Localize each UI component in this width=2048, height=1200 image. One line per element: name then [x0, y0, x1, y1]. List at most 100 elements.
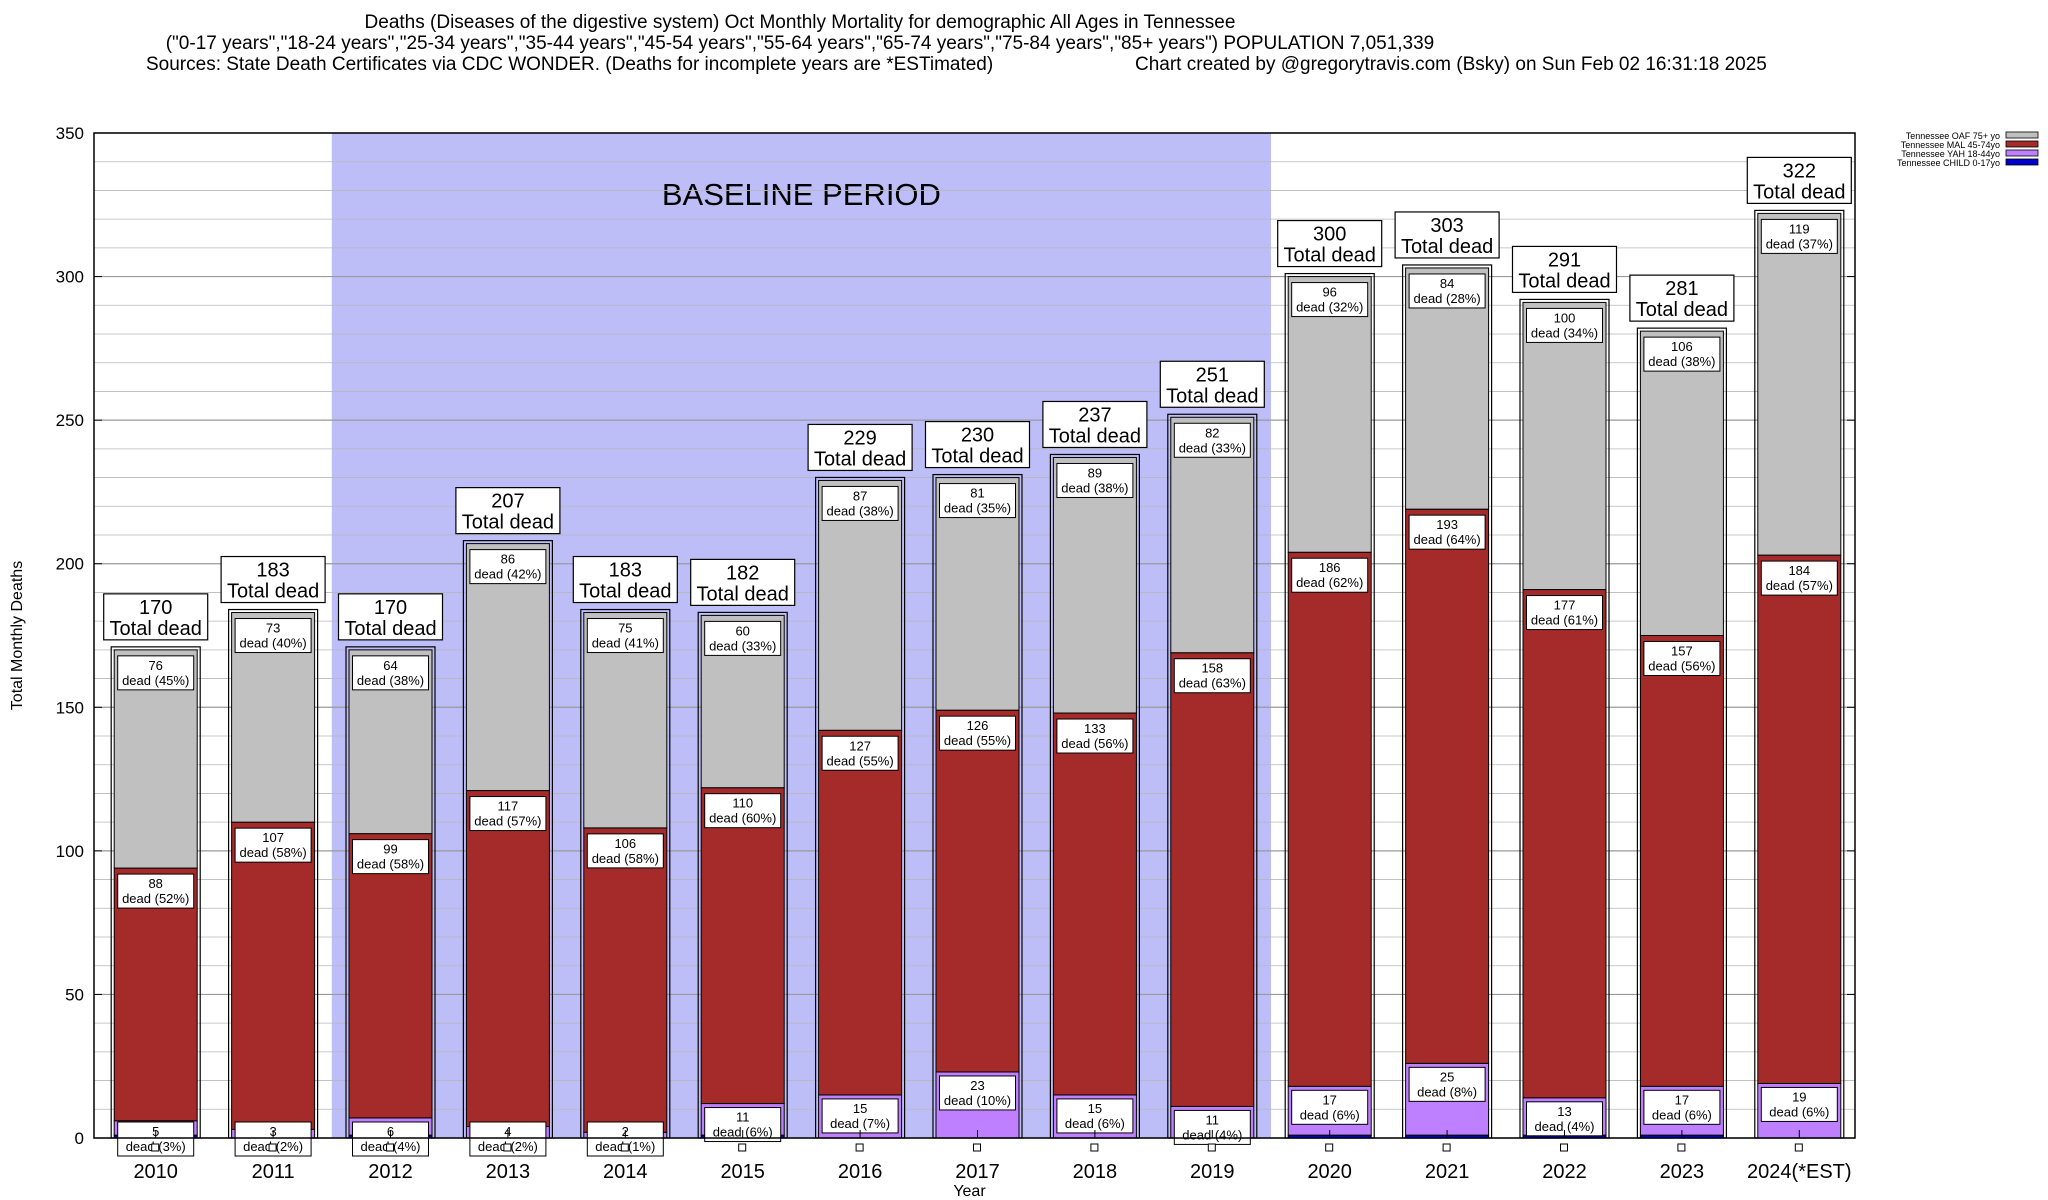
child-marker [620, 1143, 629, 1152]
total-label-box [1511, 245, 1618, 294]
title-line-3: Sources: State Death Certificates via CD… [146, 54, 994, 75]
segment-label-box [234, 618, 312, 654]
segment-value-label: 13 [1557, 1104, 1571, 1119]
bar-segment-oaf [1522, 301, 1607, 591]
segment-pct-label: dead (33%) [1179, 440, 1246, 455]
segment-pct-label: dead (8%) [1417, 1084, 1477, 1099]
segment-label-box [1408, 1066, 1486, 1102]
segment-label-box [1643, 336, 1721, 372]
segment-label-box [1526, 595, 1603, 631]
segment-value-label: 76 [148, 658, 162, 673]
x-tick-label: 2022 [1542, 1161, 1587, 1183]
segment-pct-label: dead (62%) [1296, 575, 1363, 590]
y-tick-label: 200 [56, 555, 84, 574]
segment-pct-label: dead (57%) [474, 814, 541, 829]
total-suffix-label: Total dead [227, 581, 319, 603]
legend-swatch-oaf [2005, 131, 2039, 139]
bar-segment-mal [700, 787, 785, 1105]
legend-swatch-child [2005, 158, 2039, 166]
total-suffix-label: Total dead [697, 583, 789, 605]
legend-swatch-yah [2005, 149, 2039, 157]
segment-pct-label: dead (6%) [1300, 1107, 1360, 1122]
bar-segment-oaf [1287, 276, 1372, 553]
child-marker [503, 1143, 512, 1152]
total-value-label: 230 [961, 425, 994, 447]
x-tick-label: 2024(*EST) [1747, 1161, 1852, 1183]
segment-label-box [1643, 1089, 1721, 1125]
segment-value-label: 158 [1201, 661, 1223, 676]
total-suffix-label: Total dead [931, 446, 1023, 468]
bar-segment-mal [935, 709, 1020, 1073]
total-suffix-label: Total dead [579, 581, 671, 603]
x-tick-label: 2014 [603, 1161, 648, 1183]
segment-label-box [586, 833, 664, 869]
total-suffix-label: Total dead [462, 512, 554, 534]
bar-segment-oaf [1757, 212, 1842, 556]
segment-value-label: 100 [1554, 310, 1576, 325]
x-tick-label: 2023 [1660, 1161, 1705, 1183]
segment-label-box [352, 655, 429, 691]
segment-value-label: 157 [1671, 644, 1693, 659]
segment-value-label: 25 [1440, 1069, 1454, 1084]
bar-segment-mal [1405, 508, 1490, 1064]
legend-label-oaf: Tennessee OAF 75+ yo [1906, 131, 2000, 141]
segment-value-label: 84 [1440, 276, 1454, 291]
segment-pct-label: dead (38%) [1648, 354, 1715, 369]
legend-swatch-mal [2005, 140, 2039, 148]
child-marker [1560, 1143, 1568, 1152]
total-label-box [1159, 360, 1265, 408]
y-tick-label: 150 [56, 698, 84, 717]
segment-value-label: 177 [1554, 598, 1576, 613]
child-marker [1090, 1143, 1099, 1152]
total-label-box [103, 593, 209, 641]
segment-label-box [939, 1075, 1016, 1111]
segment-value-label: 106 [1671, 339, 1693, 354]
total-value-label: 229 [843, 427, 876, 449]
bar-segment-oaf [465, 543, 550, 792]
segment-pct-label: dead (58%) [357, 857, 424, 872]
total-value-label: 291 [1548, 249, 1581, 271]
segment-pct-label: dead (64%) [1413, 532, 1480, 547]
x-tick-label: 2012 [368, 1161, 413, 1183]
segment-pct-label: dead (56%) [1061, 736, 1128, 751]
segment-pct-label: dead (55%) [826, 753, 893, 768]
bar-segment-mal [348, 833, 433, 1119]
bar-segment-mal [231, 821, 316, 1130]
total-value-label: 237 [1078, 404, 1111, 426]
y-tick-label: 50 [65, 985, 84, 1004]
segment-value-label: 96 [1322, 285, 1336, 300]
segment-value-label: 88 [148, 876, 162, 891]
segment-label-box [821, 735, 899, 771]
segment-value-label: 87 [853, 488, 867, 503]
segment-pct-label: dead (60%) [709, 811, 776, 826]
segment-label-box [1056, 718, 1134, 754]
segment-pct-label: dead (56%) [1648, 659, 1715, 674]
legend-label-mal: Tennessee MAL 45-74yo [1901, 140, 2000, 150]
y-tick-label: 100 [56, 842, 84, 861]
child-marker [268, 1143, 277, 1152]
segment-pct-label: dead (57%) [1766, 578, 1833, 593]
total-label-box [220, 555, 326, 604]
child-marker [973, 1143, 981, 1152]
segment-label-box [939, 715, 1016, 751]
bar-segment-mal [1522, 589, 1607, 1099]
segment-label-box [1291, 557, 1369, 593]
segment-label-box [1056, 1098, 1134, 1134]
child-marker [1442, 1143, 1451, 1152]
segment-value-label: 17 [1675, 1092, 1689, 1107]
segment-pct-label: dead (7%) [830, 1116, 890, 1131]
plot-frame [93, 132, 1856, 1139]
segment-pct-label: dead (34%) [1531, 325, 1598, 340]
total-suffix-label: Total dead [344, 618, 436, 640]
segment-pct-label: dead (32%) [1296, 300, 1363, 315]
total-suffix-label: Total dead [1049, 425, 1141, 447]
bar-segment-mal [1287, 551, 1372, 1087]
segment-value-label: 15 [853, 1101, 867, 1116]
segment-label-box [1643, 641, 1721, 676]
segment-label-box [234, 827, 312, 863]
segment-value-label: 110 [732, 796, 753, 811]
total-label-box [572, 555, 678, 604]
segment-value-label: 117 [498, 799, 519, 814]
total-value-label: 281 [1665, 278, 1698, 300]
segment-label-box [1056, 462, 1134, 498]
